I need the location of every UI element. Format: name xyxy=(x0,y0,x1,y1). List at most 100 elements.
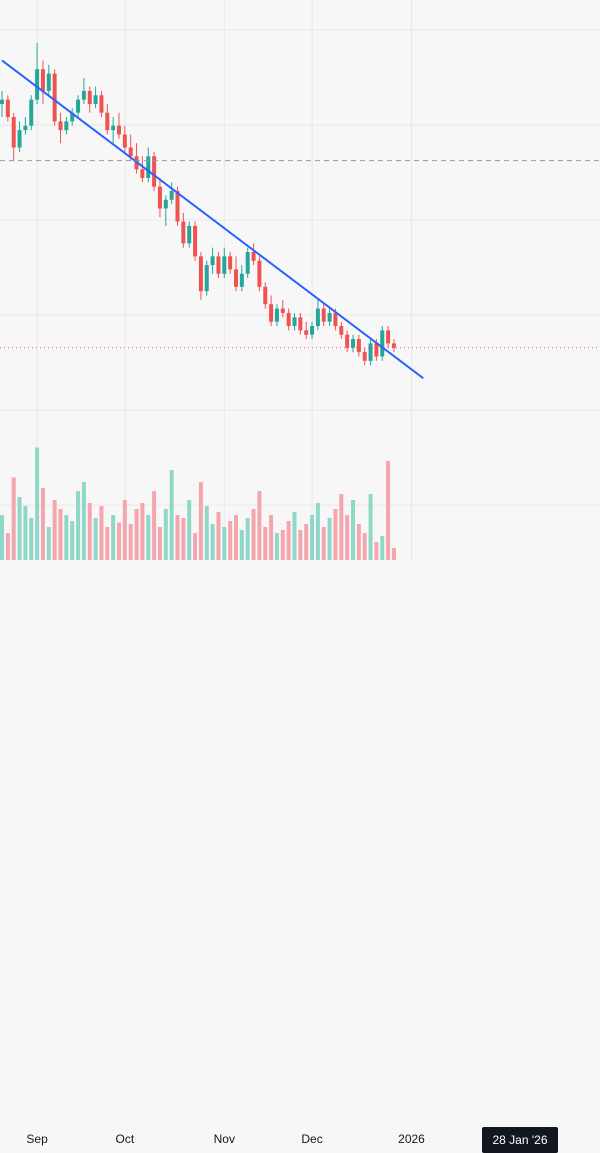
volume-bar xyxy=(93,518,98,560)
volume-bar xyxy=(380,536,385,560)
candle-body xyxy=(356,339,361,353)
volume-bar xyxy=(29,518,34,560)
candle-body xyxy=(374,343,379,357)
volume-bar xyxy=(122,500,127,560)
volume-bar xyxy=(204,506,209,560)
volume-bar xyxy=(70,521,75,560)
candle-body xyxy=(286,312,291,326)
candle-body xyxy=(245,252,250,274)
candle-body xyxy=(40,69,45,91)
candle-body xyxy=(64,121,69,131)
candle-body xyxy=(122,134,127,148)
volume-bar xyxy=(286,521,291,560)
candle-body xyxy=(152,156,157,187)
candle-body xyxy=(304,330,309,335)
candle-body xyxy=(234,269,238,287)
volume-bar xyxy=(152,491,157,560)
volume-bar xyxy=(228,521,233,560)
volume-bar xyxy=(292,512,297,560)
candle-body xyxy=(46,73,51,91)
volume-bar xyxy=(46,527,51,560)
volume-bar xyxy=(181,518,186,560)
volume-bar xyxy=(193,533,198,560)
volume-bar xyxy=(351,500,355,560)
candle-body xyxy=(76,99,81,113)
volume-bar xyxy=(23,506,28,560)
candle-body xyxy=(11,117,16,148)
volume-bar xyxy=(40,488,45,560)
candle-body xyxy=(345,334,350,348)
volume-bar xyxy=(5,533,10,560)
candle-body xyxy=(380,330,385,357)
volume-bar xyxy=(58,509,63,560)
volume-bar xyxy=(99,506,104,560)
overlay-layer xyxy=(0,59,600,380)
volume-bar xyxy=(134,509,139,560)
volume-bar xyxy=(17,497,22,560)
candle-body xyxy=(157,186,162,209)
volume-bar xyxy=(333,509,338,560)
volume-bar xyxy=(222,527,227,560)
volume-bar xyxy=(263,527,268,560)
candle-body xyxy=(17,130,22,148)
candle-body xyxy=(310,326,315,335)
candle-body xyxy=(333,312,338,326)
candle-body xyxy=(269,304,274,322)
volume-bar xyxy=(345,515,350,560)
volume-bar xyxy=(198,482,203,560)
candle-body xyxy=(292,317,297,326)
trendline xyxy=(1,59,424,380)
candle-body xyxy=(339,326,344,335)
volume-bar xyxy=(11,477,16,560)
candle-body xyxy=(81,90,86,100)
volume-bar xyxy=(216,512,221,560)
candle-body xyxy=(362,352,367,361)
candle-body xyxy=(216,256,221,274)
volume-bar xyxy=(321,527,326,560)
candle-body xyxy=(210,256,215,266)
volume-bar xyxy=(146,515,151,560)
candle-body xyxy=(239,273,244,287)
candle-body xyxy=(204,265,209,292)
volume-bar xyxy=(315,503,320,560)
candle-body xyxy=(298,317,303,331)
volume-bar xyxy=(64,515,69,560)
volume-bar xyxy=(111,515,116,560)
candle-body xyxy=(386,330,391,344)
volume-bar xyxy=(169,470,174,560)
candle-body xyxy=(117,125,121,135)
volume-bar xyxy=(362,533,367,560)
volume-bar xyxy=(117,522,121,560)
volume-bar xyxy=(239,530,244,560)
volume-bar xyxy=(105,527,110,560)
candle-body xyxy=(169,191,174,200)
x-tick-label: Oct xyxy=(115,1132,135,1146)
volume-bar xyxy=(327,518,332,560)
candle-body xyxy=(128,147,133,157)
candle-layer xyxy=(0,43,396,366)
x-tick-label: 2026 xyxy=(398,1132,425,1146)
x-axis[interactable]: Sep Oct Nov Dec 2026 28 Jan '26 xyxy=(0,562,600,1153)
candle-body xyxy=(327,312,332,322)
volume-bar xyxy=(87,503,92,560)
volume-bar xyxy=(274,533,279,560)
candle-body xyxy=(315,308,320,326)
chart-canvas[interactable] xyxy=(0,0,600,600)
volume-bar xyxy=(386,461,391,560)
volume-bar xyxy=(298,530,303,560)
x-tick-label: Sep xyxy=(26,1132,48,1146)
x-tick-label: Nov xyxy=(213,1132,235,1146)
volume-bar xyxy=(140,503,145,560)
volume-bar xyxy=(310,515,315,560)
grid-layer xyxy=(0,0,600,560)
x-tick-label: Dec xyxy=(301,1132,323,1146)
candle-body xyxy=(391,343,396,348)
volume-bar xyxy=(76,491,81,560)
volume-bar xyxy=(0,515,4,560)
volume-bar xyxy=(245,518,250,560)
volume-bar xyxy=(81,482,86,560)
volume-bar xyxy=(391,548,396,560)
volume-bar xyxy=(175,515,180,560)
volume-bar xyxy=(280,530,285,560)
volume-layer xyxy=(0,447,396,560)
